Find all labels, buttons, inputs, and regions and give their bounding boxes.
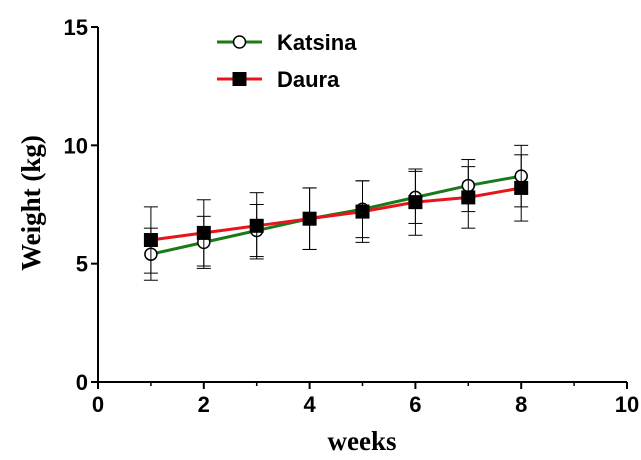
legend-label: Daura xyxy=(277,67,340,92)
y-tick-label: 15 xyxy=(64,15,88,40)
legend-item-katsina: Katsina xyxy=(217,30,357,55)
legend-marker-square xyxy=(232,72,247,86)
data-point-square xyxy=(514,180,529,195)
y-tick-label: 10 xyxy=(64,133,88,158)
x-tick-label: 6 xyxy=(409,392,421,417)
legend-item-daura: Daura xyxy=(217,67,340,92)
data-point-square xyxy=(143,233,158,247)
series-daura xyxy=(143,154,529,274)
y-tick-label: 5 xyxy=(76,252,88,277)
data-point-square xyxy=(408,195,423,210)
legend: Katsina Daura xyxy=(217,30,357,92)
data-point-square xyxy=(196,225,211,240)
y-axis-title: Weight (kg) xyxy=(16,135,46,271)
legend-label: Katsina xyxy=(277,30,357,55)
data-point-square xyxy=(461,190,476,205)
x-tick-label: 8 xyxy=(515,392,527,417)
series-line xyxy=(150,186,522,242)
x-axis-title: weeks xyxy=(328,426,397,456)
x-tick-label: 0 xyxy=(92,392,104,417)
data-point-square xyxy=(355,204,370,219)
series-katsina xyxy=(143,144,529,281)
x-tick-label: 4 xyxy=(303,392,316,417)
data-point-square xyxy=(249,218,264,233)
data-point-square xyxy=(302,211,317,226)
y-tick-label: 0 xyxy=(76,370,88,395)
x-tick-label: 2 xyxy=(198,392,210,417)
ticks: 0 2 4 6 8 10 0 5 10 15 xyxy=(64,15,640,417)
series-group xyxy=(143,144,529,281)
x-tick-label: 10 xyxy=(615,392,639,417)
legend-marker-circle xyxy=(232,35,247,49)
